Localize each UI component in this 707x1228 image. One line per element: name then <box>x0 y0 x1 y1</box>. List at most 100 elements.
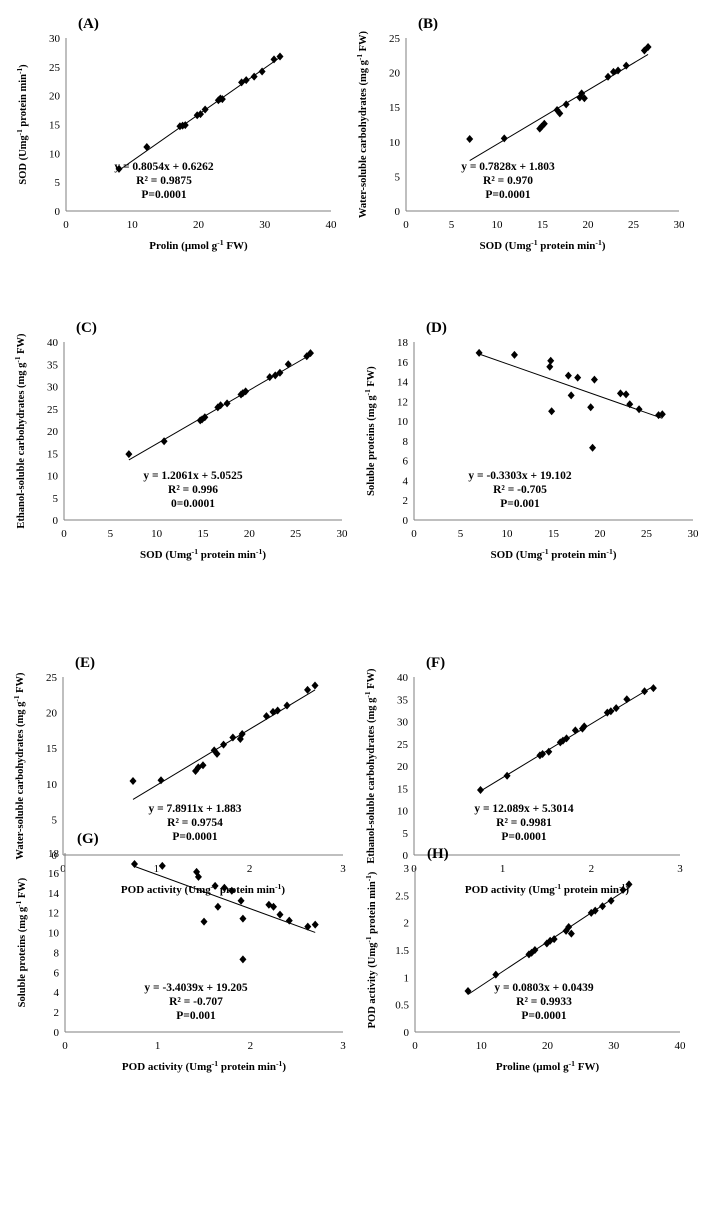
x-tick-label: 1 <box>500 863 506 875</box>
y-tick-label: 10 <box>48 928 60 940</box>
data-point <box>612 704 620 713</box>
panel-label: (B) <box>418 16 438 32</box>
x-axis-label: Prolin (µmol g-1 FW) <box>149 238 248 253</box>
data-point <box>564 371 572 380</box>
x-tick-label: 30 <box>674 219 686 231</box>
regression-annotation: R² = 0.9875 <box>136 175 192 187</box>
y-tick-label: 0 <box>403 515 409 527</box>
y-tick-label: 18 <box>397 337 409 349</box>
y-tick-label: 10 <box>46 779 58 791</box>
y-tick-label: 14 <box>397 377 409 389</box>
x-tick-label: 0 <box>61 528 67 540</box>
data-point <box>598 902 606 911</box>
data-point <box>200 917 208 926</box>
panel-a: 0 5 10 15 20 25 30 0 10 20 30 40 (A) y = 0.8054x + 0.… <box>15 16 338 252</box>
y-tick-label: 20 <box>49 91 61 103</box>
data-point <box>220 740 228 749</box>
x-tick-label: 10 <box>151 528 163 540</box>
trendline <box>478 353 663 419</box>
x-tick-label: 2 <box>248 1040 254 1052</box>
data-point <box>239 955 247 964</box>
y-tick-label: 6 <box>54 967 60 979</box>
y-tick-label: 0 <box>404 1027 410 1039</box>
y-tick-label: 1.5 <box>395 945 409 957</box>
data-point <box>477 786 484 795</box>
y-tick-label: 1 <box>404 972 410 984</box>
panel-label: (E) <box>75 655 95 671</box>
regression-annotation: y = 12.089x + 5.3014 <box>474 803 574 815</box>
regression-annotation: y = 0.8054x + 0.6262 <box>114 161 214 173</box>
x-axis-label: SOD (Umg-1 protein min-1) <box>491 547 617 562</box>
y-tick-label: 10 <box>397 806 409 818</box>
y-tick-label: 10 <box>397 416 409 428</box>
data-point <box>658 410 666 419</box>
y-tick-label: 30 <box>49 33 61 45</box>
x-tick-label: 30 <box>337 528 349 540</box>
data-point <box>565 923 573 932</box>
x-tick-label: 10 <box>476 1040 488 1052</box>
regression-annotation: R² = -0.705 <box>493 484 547 496</box>
data-point <box>223 399 231 408</box>
y-tick-label: 2.5 <box>395 890 409 902</box>
y-axis-label: Water-soluble carbohydrates (mg g-1 FW) <box>12 672 27 860</box>
data-point <box>649 684 657 693</box>
x-tick-label: 40 <box>326 219 338 231</box>
panel-label: (C) <box>76 320 97 336</box>
y-tick-label: 15 <box>389 102 401 114</box>
y-tick-label: 2 <box>54 1007 60 1019</box>
y-tick-label: 5 <box>53 493 59 505</box>
x-tick-label: 5 <box>108 528 114 540</box>
data-point <box>270 902 277 911</box>
data-point <box>466 135 474 144</box>
y-tick-label: 15 <box>47 448 59 460</box>
y-tick-label: 0 <box>54 1027 60 1039</box>
data-point <box>492 970 500 979</box>
data-point <box>250 72 258 81</box>
data-point <box>229 733 237 742</box>
data-point <box>285 916 293 925</box>
y-tick-label: 12 <box>48 908 59 920</box>
panel-h: 00.511.522.530 10 20 30 40(H)y = 0.0803x + 0… <box>364 846 687 1073</box>
y-axis-label: POD activity (Umg-1 protein min-1) <box>364 871 379 1028</box>
data-point <box>125 450 133 459</box>
regression-annotation: y = -3.4039x + 19.205 <box>144 982 247 994</box>
data-point <box>622 390 630 399</box>
x-tick-label: 25 <box>290 528 302 540</box>
regression-annotation: y = 7.8911x + 1.883 <box>149 803 242 815</box>
regression-annotation: P=0.0001 <box>172 831 217 843</box>
data-point <box>625 880 633 889</box>
regression-annotation: R² = 0.9933 <box>516 996 572 1008</box>
data-point <box>475 348 483 357</box>
data-point <box>283 701 291 710</box>
x-tick-label: 30 <box>688 528 700 540</box>
regression-annotation: P=0.001 <box>176 1010 216 1022</box>
data-point <box>276 910 284 919</box>
data-point <box>604 72 612 81</box>
y-tick-label: 25 <box>49 62 61 74</box>
regression-annotation: P=0.0001 <box>521 1010 566 1022</box>
y-tick-label: 0 <box>395 206 401 218</box>
y-tick-label: 0.5 <box>395 1000 409 1012</box>
y-tick-label: 20 <box>397 761 409 773</box>
regression-annotation: y = 1.2061x + 5.0525 <box>143 470 243 482</box>
x-tick-label: 25 <box>628 219 640 231</box>
y-tick-label: 20 <box>389 68 401 80</box>
x-tick-label: 2 <box>247 863 253 875</box>
y-tick-label: 20 <box>47 426 59 438</box>
data-point <box>158 861 166 870</box>
y-tick-label: 0 <box>55 206 61 218</box>
x-tick-label: 20 <box>193 219 205 231</box>
x-axis-label: POD activity (Umg-1 protein min-1) <box>465 882 629 897</box>
x-tick-label: 3 <box>677 863 683 875</box>
data-point <box>574 373 582 382</box>
data-point <box>194 872 202 881</box>
data-point <box>306 349 314 358</box>
data-point <box>115 164 123 173</box>
data-point <box>591 906 599 915</box>
data-point <box>607 707 615 716</box>
data-point <box>276 368 284 377</box>
y-tick-label: 25 <box>47 404 59 416</box>
data-point <box>160 437 168 446</box>
data-point <box>270 55 278 64</box>
x-tick-label: 1 <box>155 1040 161 1052</box>
